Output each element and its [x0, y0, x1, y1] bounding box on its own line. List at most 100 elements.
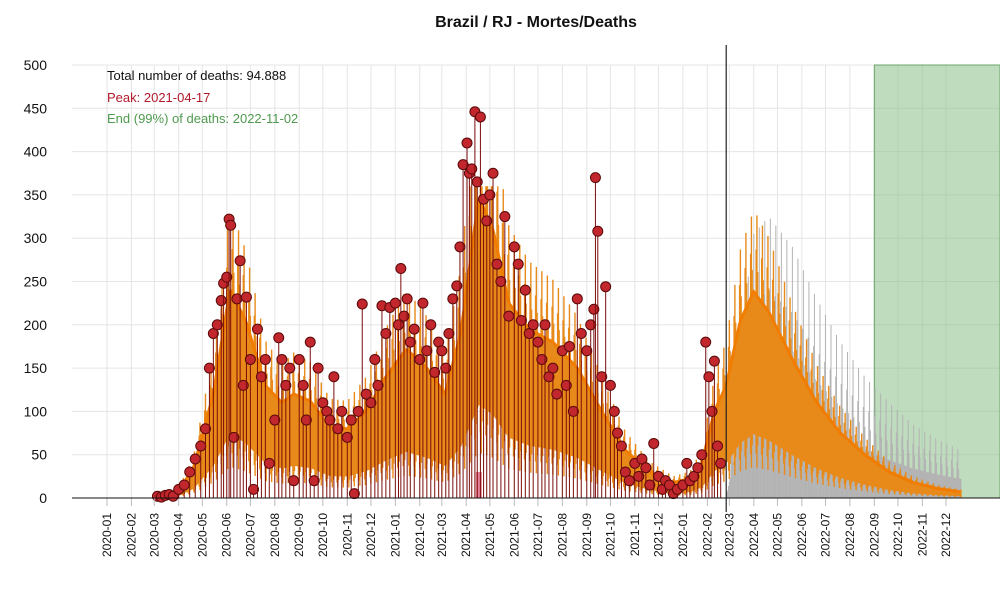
observed-point: [429, 366, 441, 378]
observed-point: [491, 258, 503, 270]
observed-point: [195, 440, 207, 452]
observed-point: [484, 189, 496, 201]
observed-point: [312, 362, 324, 374]
observed-point: [280, 379, 292, 391]
observed-point: [237, 379, 249, 391]
observed-point: [481, 215, 493, 227]
x-tick-label: 2020-10: [316, 513, 330, 557]
y-tick-label: 450: [24, 100, 48, 116]
observed-point: [474, 111, 486, 123]
x-tick-label: 2020-09: [292, 513, 306, 557]
peak-annotation: Peak: 2021-04-17: [107, 90, 211, 105]
x-tick-label: 2022-05: [770, 513, 784, 557]
observed-point: [293, 353, 305, 365]
observed-point: [372, 379, 384, 391]
observed-point: [225, 219, 237, 231]
observed-point: [356, 298, 368, 310]
y-tick-label: 100: [24, 403, 48, 419]
observed-point: [581, 345, 593, 357]
x-tick-label: 2020-02: [124, 513, 138, 557]
x-tick-label: 2021-11: [628, 513, 642, 556]
x-tick-label: 2022-07: [818, 513, 832, 557]
observed-point: [527, 319, 539, 331]
observed-point: [417, 297, 429, 309]
observed-point: [288, 475, 300, 487]
observed-point: [398, 310, 410, 322]
y-tick-label: 350: [24, 187, 48, 203]
y-tick-label: 500: [24, 57, 48, 73]
y-tick-label: 400: [24, 144, 48, 160]
x-tick-label: 2021-04: [459, 513, 473, 557]
x-tick-label: 2022-09: [867, 513, 881, 557]
observed-point: [575, 327, 587, 339]
observed-point: [715, 457, 727, 469]
observed-point: [297, 379, 309, 391]
observed-point: [604, 379, 616, 391]
observed-point: [332, 423, 344, 435]
observed-point: [708, 355, 720, 367]
observed-point: [600, 281, 612, 293]
observed-point: [341, 431, 353, 443]
observed-point: [211, 319, 223, 331]
observed-point: [440, 362, 452, 374]
observed-point: [499, 211, 511, 223]
x-tick-label: 2022-04: [747, 513, 761, 557]
observed-point: [345, 414, 357, 426]
y-tick-label: 150: [24, 360, 48, 376]
x-tick-label: 2022-03: [722, 513, 736, 557]
x-tick-label: 2020-11: [340, 513, 354, 556]
observed-point: [263, 457, 275, 469]
y-tick-label: 200: [24, 317, 48, 333]
observed-point: [421, 345, 433, 357]
observed-point: [304, 336, 316, 348]
chart-title: Brazil / RJ - Mortes/Deaths: [435, 14, 637, 31]
observed-point: [389, 297, 401, 309]
observed-point: [203, 362, 215, 374]
observed-point: [567, 405, 579, 417]
observed-point: [352, 405, 364, 417]
observed-point: [615, 440, 627, 452]
observed-point: [551, 388, 563, 400]
observed-point: [461, 137, 473, 149]
x-tick-label: 2021-05: [483, 513, 497, 557]
observed-point: [563, 340, 575, 352]
observed-point: [503, 310, 515, 322]
observed-point: [519, 284, 531, 296]
observed-red-layer: [151, 106, 727, 503]
observed-point: [178, 479, 190, 491]
observed-point: [324, 414, 336, 426]
observed-point: [611, 427, 623, 439]
x-tick-label: 2020-06: [220, 513, 234, 557]
observed-point: [648, 437, 660, 449]
x-tick-label: 2020-07: [243, 513, 257, 557]
end-region-layer: [873, 64, 1000, 499]
x-tick-label: 2022-11: [915, 513, 929, 556]
observed-point: [308, 475, 320, 487]
observed-point: [640, 462, 652, 474]
observed-point: [425, 319, 437, 331]
observed-point: [532, 336, 544, 348]
observed-point: [596, 371, 608, 383]
observed-point: [244, 353, 256, 365]
x-tick-label: 2021-07: [531, 513, 545, 557]
observed-point: [447, 293, 459, 305]
observed-point: [395, 263, 407, 275]
observed-point: [547, 362, 559, 374]
y-tick-label: 0: [39, 490, 47, 506]
x-tick-label: 2021-10: [603, 513, 617, 557]
observed-point: [633, 470, 645, 482]
observed-point: [436, 345, 448, 357]
observed-point: [515, 314, 527, 326]
x-tick-label: 2021-02: [413, 513, 427, 557]
observed-point: [300, 414, 312, 426]
observed-point: [269, 414, 281, 426]
observed-point: [228, 431, 240, 443]
observed-point: [369, 353, 381, 365]
observed-point: [644, 479, 656, 491]
observed-point: [443, 327, 455, 339]
observed-point: [608, 405, 620, 417]
observed-point: [495, 276, 507, 287]
observed-point: [380, 327, 392, 339]
y-tick-label: 50: [31, 447, 47, 463]
x-tick-label: 2020-05: [195, 513, 209, 557]
